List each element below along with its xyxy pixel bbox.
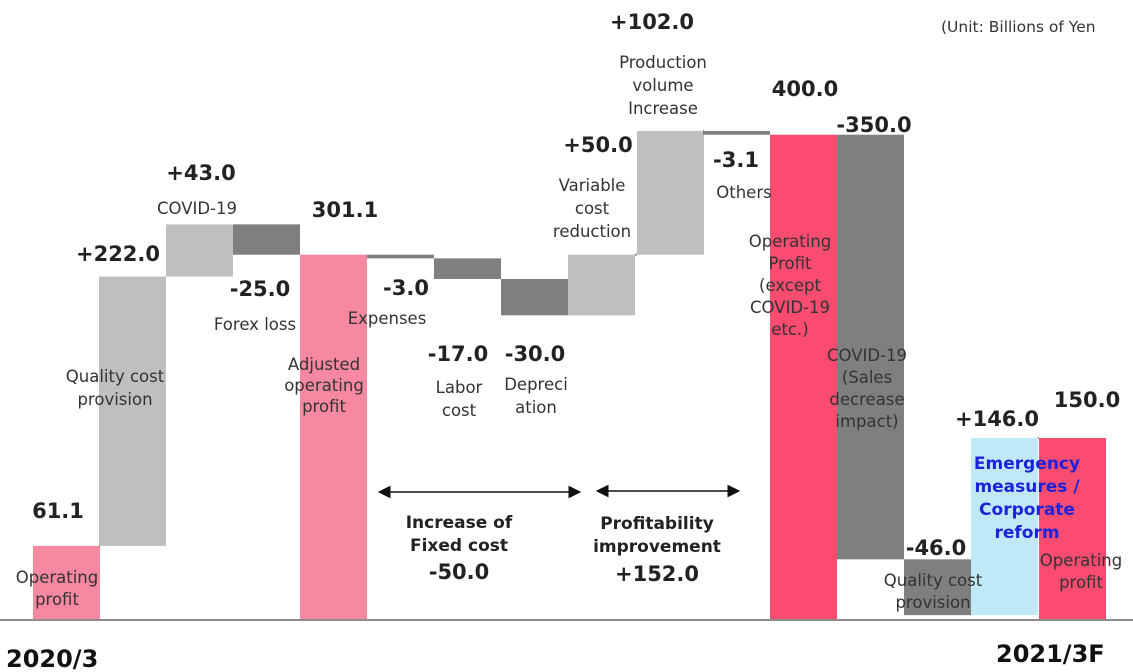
bar-label-variable-0: Variable — [559, 176, 626, 195]
bar-label-adjusted-0: Adjusted — [288, 355, 360, 374]
fixed-cost-group-label-1: Increase of — [406, 513, 513, 533]
bar-label-production-0: Production — [619, 53, 707, 72]
bar-expenses — [367, 254, 434, 259]
bar-production — [637, 130, 704, 255]
value-label-production: +102.0 — [610, 10, 694, 34]
bar-label-emergency-2: Corporate — [979, 500, 1075, 520]
value-label-emergency: +146.0 — [955, 407, 1039, 431]
value-label-quality: +222.0 — [76, 242, 160, 266]
bar-forex — [233, 224, 300, 255]
value-label-op2020: 61.1 — [32, 499, 84, 523]
bar-label-op_except-3: COVID-19 — [750, 298, 830, 317]
bar-label-op_except-1: Profit — [768, 254, 812, 273]
value-label-forex: -25.0 — [230, 277, 291, 301]
bar-label-adjusted-1: operating — [284, 376, 364, 395]
bar-label-quality2-0: Quality cost — [884, 571, 983, 590]
bar-label-covid_sales-1: (Sales — [842, 368, 892, 387]
bar-label-op_except-2: (except — [759, 276, 821, 295]
value-label-variable: +50.0 — [563, 133, 632, 157]
profitability-group-label-2: improvement — [593, 537, 721, 557]
bar-label-variable-1: cost — [575, 199, 610, 218]
period-start-label: 2020/3 — [6, 645, 98, 672]
bar-label-quality2-1: provision — [895, 593, 970, 612]
bar-label-labor-1: cost — [442, 401, 477, 420]
unit-note: (Unit: Billions of Yen — [941, 18, 1096, 36]
bar-covid_sales — [837, 134, 904, 560]
bar-label-covid_sales-3: impact) — [835, 412, 898, 431]
bar-label-op2020-0: Operating — [16, 568, 99, 587]
fixed-cost-group-label-2: Fixed cost — [410, 536, 508, 556]
period-end-label: 2021/3F — [996, 640, 1105, 668]
bar-op2020 — [33, 545, 100, 620]
value-label-others: -3.1 — [713, 148, 759, 172]
bar-label-expenses-0: Expenses — [348, 309, 427, 328]
value-label-adjusted: 301.1 — [312, 198, 378, 222]
bar-label-variable-2: reduction — [553, 222, 631, 241]
bar-label-op2021-0: Operating — [1040, 551, 1123, 570]
bar-label-op2020-1: profit — [35, 590, 79, 609]
bar-label-quality-0: Quality cost — [66, 367, 165, 386]
value-label-expenses: -3.0 — [383, 276, 429, 300]
value-label-op_except: 400.0 — [772, 77, 838, 101]
connector-layer — [99, 129, 1039, 547]
bar-depreciation — [501, 278, 568, 316]
bar-label-depreciation-1: ation — [515, 398, 557, 417]
bar-label-adjusted-2: profit — [302, 397, 346, 416]
value-label-labor: -17.0 — [428, 342, 489, 366]
bar-quality2 — [904, 559, 971, 616]
bar-label-production-1: volume — [632, 76, 693, 95]
bar-label-forex-0: Forex loss — [214, 315, 296, 334]
profitability-group-value: +152.0 — [615, 562, 699, 586]
bar-labor — [434, 258, 501, 279]
bar-label-depreciation-0: Depreci — [504, 375, 568, 394]
bar-label-emergency-0: Emergency — [974, 454, 1080, 474]
fixed-cost-group-value: -50.0 — [429, 560, 490, 584]
bar-label-covid-0: COVID-19 — [157, 199, 237, 218]
bar-adjusted — [300, 254, 367, 620]
profitability-group-label-1: Profitability — [600, 514, 714, 534]
bar-label-op_except-0: Operating — [749, 232, 832, 251]
bar-label-op2021-1: profit — [1059, 573, 1103, 592]
bar-variable — [568, 254, 635, 316]
value-label-quality2: -46.0 — [906, 536, 967, 560]
bar-op2021 — [1039, 438, 1106, 620]
label-layer: Operating profit Quality cost provision COVI… — [16, 53, 1123, 612]
bar-label-op_except-4: etc.) — [771, 320, 808, 339]
bar-label-labor-0: Labor — [436, 378, 483, 397]
bar-quality — [99, 276, 166, 546]
value-label-layer: 61.1 +222.0 +43.0 -25.0 301.1 -3.0 -17.0 -30.0 +… — [32, 10, 1120, 560]
bar-label-covid_sales-2: decrease — [829, 390, 904, 409]
value-label-depreciation: -30.0 — [505, 342, 566, 366]
bar-others — [703, 130, 770, 135]
bar-label-production-2: Increase — [628, 99, 698, 118]
bar-label-emergency-3: reform — [994, 523, 1059, 543]
bar-label-emergency-1: measures / — [974, 477, 1080, 497]
bar-covid — [166, 224, 233, 277]
bar-op_except — [770, 134, 837, 620]
value-label-covid: +43.0 — [166, 161, 235, 185]
bar-emergency — [971, 438, 1038, 616]
value-label-op2021: 150.0 — [1054, 388, 1120, 412]
bar-label-others-0: Others — [716, 183, 771, 202]
bar-label-quality-1: provision — [77, 390, 152, 409]
value-label-covid_sales: -350.0 — [836, 113, 911, 137]
bar-layer — [33, 130, 1106, 620]
bar-label-covid_sales-0: COVID-19 — [827, 346, 907, 365]
